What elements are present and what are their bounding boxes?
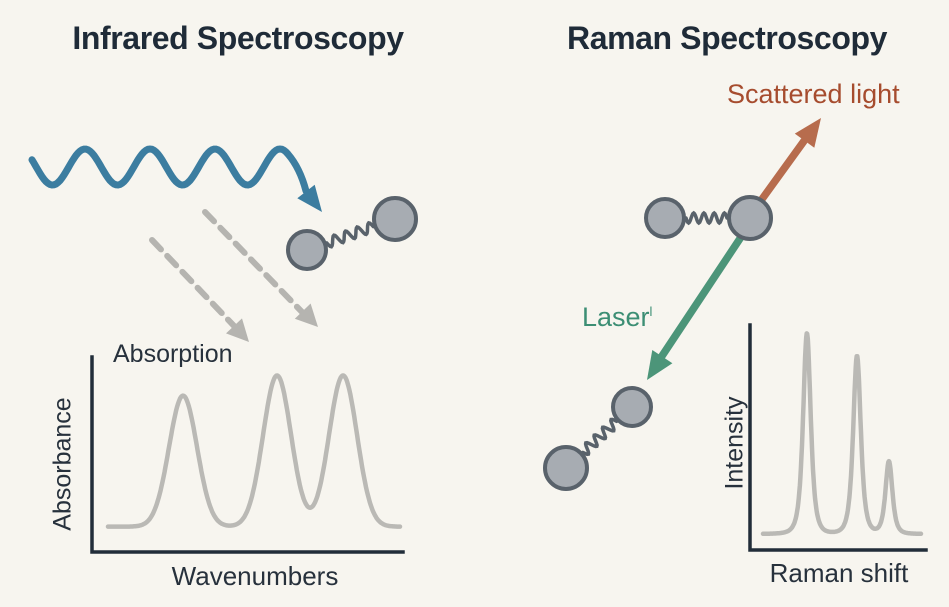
laser-arrowhead-icon — [647, 350, 673, 380]
dashed-arrow-line — [202, 209, 305, 315]
ir-wave-path — [28, 145, 310, 195]
molecule-bond-icon — [325, 220, 376, 249]
scattered-light-label: Scattered light — [727, 79, 900, 109]
raman-molecule-upper-icon — [644, 195, 773, 241]
atom-circle-icon — [611, 386, 653, 428]
dashed-arrow-line — [149, 237, 239, 331]
ir-x-axis-label: Wavenumbers — [171, 561, 339, 591]
ir-transmitted-dashed-arrows-icon — [149, 209, 318, 342]
raman-panel-title: Raman Spectroscopy — [566, 20, 888, 56]
laser-superscript-mark: l — [649, 304, 653, 319]
spectrum-curve — [105, 373, 403, 529]
laser-label-text: Laser — [582, 302, 650, 332]
ir-panel-title: Infrared Spectroscopy — [72, 20, 404, 56]
chart-axes — [748, 323, 928, 552]
atom-circle-icon — [543, 445, 589, 491]
atom-circle-icon — [727, 195, 773, 241]
ir-wave-arrowhead-icon — [297, 184, 322, 212]
ir-molecule-icon — [286, 196, 418, 271]
ir-spectrum-chart — [90, 355, 405, 554]
scattered-arrowhead-icon — [794, 118, 821, 148]
atom-circle-icon — [372, 196, 418, 242]
chart-axes — [90, 355, 405, 554]
molecule-bond-icon — [684, 210, 729, 226]
dashed-arrowhead-icon — [294, 303, 318, 327]
raman-spectrum-chart — [748, 323, 928, 552]
ir-incident-wave-arrow-icon — [28, 145, 322, 212]
atom-circle-icon — [644, 197, 686, 239]
ir-chart-title: Absorption — [113, 340, 233, 368]
molecule-bond-icon — [581, 417, 619, 457]
dashed-arrowhead-icon — [226, 318, 249, 342]
ir-y-axis-label: Absorbance — [48, 397, 77, 531]
laser-arrow-line — [658, 218, 755, 360]
spectrum-curve — [760, 331, 924, 537]
raman-y-axis-label: Intensity — [720, 396, 749, 490]
raman-molecule-lower-icon — [543, 386, 653, 491]
atom-circle-icon — [286, 229, 328, 271]
raman-x-axis-label: Raman shift — [769, 558, 909, 588]
laser-arrow-icon — [647, 218, 755, 380]
laser-label: Laserl — [582, 302, 652, 333]
